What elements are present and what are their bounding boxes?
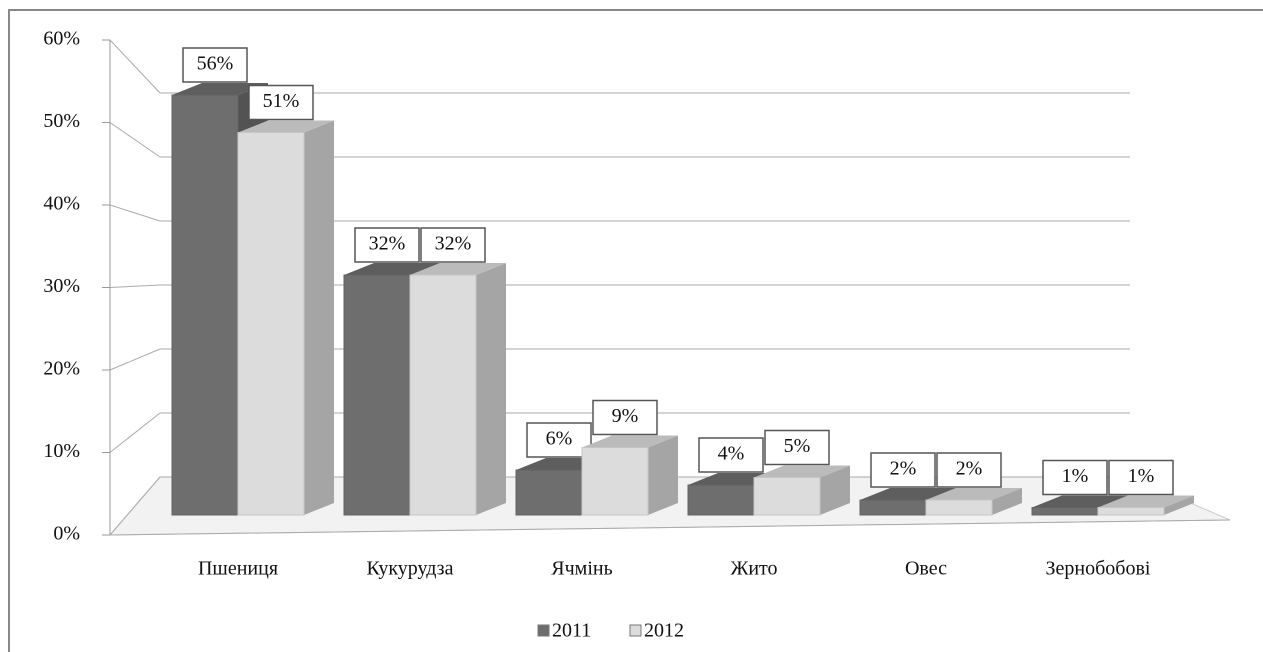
value-label: 32% bbox=[435, 233, 472, 255]
value-label: 1% bbox=[1062, 465, 1089, 487]
bar bbox=[859, 499, 927, 516]
value-label: 51% bbox=[263, 90, 300, 112]
x-tick-label: Ячмінь bbox=[551, 558, 612, 580]
bar-top bbox=[1032, 495, 1128, 508]
value-label: 6% bbox=[546, 428, 573, 450]
grid-slant bbox=[109, 284, 161, 288]
bar bbox=[1031, 507, 1099, 516]
value-label-box bbox=[764, 429, 830, 466]
value-label: 32% bbox=[369, 233, 406, 255]
bar bbox=[925, 499, 993, 516]
value-label: 2% bbox=[890, 458, 917, 480]
grid-slant bbox=[109, 39, 161, 94]
grid-slant bbox=[109, 476, 161, 536]
y-tick-label: 60% bbox=[43, 28, 80, 50]
bar-side bbox=[476, 263, 506, 515]
value-label-box bbox=[526, 422, 592, 458]
legend-swatch bbox=[629, 624, 642, 637]
value-label: 1% bbox=[1128, 465, 1155, 487]
bar-side bbox=[304, 120, 334, 515]
x-tick-label: Жито bbox=[730, 558, 777, 580]
x-tick-label: Овес bbox=[905, 558, 947, 580]
bar-top bbox=[860, 488, 956, 500]
grid-slant bbox=[109, 204, 161, 222]
bar bbox=[753, 477, 821, 516]
y-tick-label: 10% bbox=[43, 440, 80, 462]
bar bbox=[237, 132, 305, 516]
value-label: 56% bbox=[197, 53, 234, 75]
bar-side bbox=[648, 435, 678, 515]
value-label-box bbox=[1108, 459, 1174, 496]
grid-slant bbox=[109, 122, 161, 158]
bar bbox=[343, 274, 411, 516]
bar bbox=[1097, 507, 1165, 516]
value-label-box bbox=[936, 452, 1002, 488]
bar bbox=[581, 447, 649, 516]
bar bbox=[409, 274, 477, 516]
grid-slant bbox=[109, 348, 161, 371]
x-tick-label: Кукурудза bbox=[367, 558, 454, 580]
bar-top bbox=[344, 263, 440, 275]
legend-swatch bbox=[537, 624, 550, 637]
y-tick-label: 0% bbox=[53, 523, 80, 545]
y-tick-label: 50% bbox=[43, 110, 80, 132]
value-label-box bbox=[870, 452, 936, 488]
bar-top bbox=[238, 120, 334, 133]
bar-top bbox=[582, 435, 678, 448]
legend-label: 2012 bbox=[644, 620, 684, 642]
bar-top bbox=[926, 488, 1022, 500]
x-tick-label: Зернобобові bbox=[1046, 558, 1151, 580]
y-tick-label: 30% bbox=[43, 275, 80, 297]
value-label-box bbox=[248, 84, 314, 121]
bar-side bbox=[992, 488, 1022, 515]
bar bbox=[171, 94, 239, 516]
value-label-box bbox=[1042, 459, 1108, 496]
value-label-box bbox=[698, 437, 764, 473]
bar-top bbox=[1098, 495, 1194, 508]
bar bbox=[515, 469, 583, 516]
bar bbox=[687, 484, 755, 516]
bar-top bbox=[172, 83, 268, 95]
bar-top bbox=[754, 465, 850, 478]
x-tick-label: Пшениця bbox=[198, 558, 278, 580]
value-label: 2% bbox=[956, 458, 983, 480]
y-tick-label: 20% bbox=[43, 358, 80, 380]
legend-label: 2011 bbox=[552, 620, 591, 642]
value-label-box bbox=[592, 399, 658, 436]
value-label-box bbox=[182, 47, 248, 83]
value-label-box bbox=[354, 227, 420, 263]
floor-edge bbox=[109, 519, 1231, 536]
value-label-box bbox=[420, 227, 486, 263]
bar-top bbox=[410, 263, 506, 275]
bar-side bbox=[1164, 495, 1194, 515]
value-label: 4% bbox=[718, 443, 745, 465]
y-tick-label: 40% bbox=[43, 193, 80, 215]
value-label: 5% bbox=[784, 435, 811, 457]
grid-slant bbox=[109, 412, 161, 453]
bar-side bbox=[820, 465, 850, 515]
value-label: 9% bbox=[612, 405, 639, 427]
